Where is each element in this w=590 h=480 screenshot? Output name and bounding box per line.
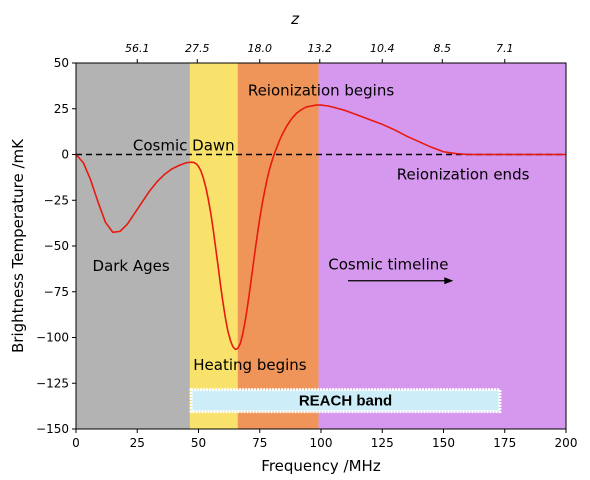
x-tick-label: 150 <box>432 436 455 450</box>
annotation: Reionization ends <box>397 166 530 184</box>
region-band <box>237 63 319 429</box>
z-tick-label: 8.5 <box>434 42 452 55</box>
y-tick-label: −150 <box>36 422 69 436</box>
annotation: Heating begins <box>193 356 306 374</box>
z-tick-label: 10.4 <box>370 42 395 55</box>
region-band <box>76 63 190 429</box>
reach-band-layer: REACH band <box>189 388 502 414</box>
x-axis-label: Frequency /MHz <box>261 457 381 475</box>
x-tick-label: 50 <box>191 436 206 450</box>
y-axis-label: Brightness Temperature /mK <box>9 138 27 353</box>
y-tick-label: 25 <box>54 102 69 116</box>
y-tick-label: 0 <box>61 148 69 162</box>
x-tick-label: 25 <box>130 436 145 450</box>
y-tick-label: 50 <box>54 56 69 70</box>
y-tick-label: −75 <box>44 285 69 299</box>
timeline-arrow-head <box>444 277 454 285</box>
x-tick-label: 0 <box>72 436 80 450</box>
y-tick-label: −125 <box>36 376 69 390</box>
reach-band-label: REACH band <box>299 393 392 410</box>
z-tick-label: 56.1 <box>125 42 150 55</box>
annotation-layer: Dark Ages Cosmic Dawn Heating begins Reioni… <box>93 81 530 374</box>
region-band <box>189 63 238 429</box>
reach-band-box <box>189 388 502 414</box>
signal-curve <box>75 104 566 351</box>
z-tick-label: 13.2 <box>308 42 333 55</box>
top-axis-label: z <box>290 10 300 28</box>
annotation: Cosmic timeline <box>328 255 448 273</box>
x-tick-label: 200 <box>555 436 578 450</box>
annotation: Cosmic Dawn <box>133 136 235 154</box>
x-tick-label: 100 <box>310 436 333 450</box>
annotation: Reionization begins <box>248 81 395 99</box>
z-tick-label: 18.0 <box>248 42 273 55</box>
y-tick-label: −50 <box>44 239 69 253</box>
x-tick-label: 125 <box>371 436 394 450</box>
region-bands <box>76 63 566 429</box>
y-tick-label: −100 <box>36 331 69 345</box>
curve-layer <box>75 104 566 351</box>
z-tick-label: 7.1 <box>496 42 514 55</box>
x-tick-label: 175 <box>493 436 516 450</box>
axes: 0 25 50 75 100 125 150 175 200 −150 −125 −100 −75 −50… <box>9 10 577 475</box>
z-tick-label: 27.5 <box>185 42 210 55</box>
x-tick-label: 75 <box>252 436 267 450</box>
region-band <box>318 63 566 429</box>
y-tick-label: −25 <box>44 193 69 207</box>
annotation: Dark Ages <box>93 257 170 275</box>
